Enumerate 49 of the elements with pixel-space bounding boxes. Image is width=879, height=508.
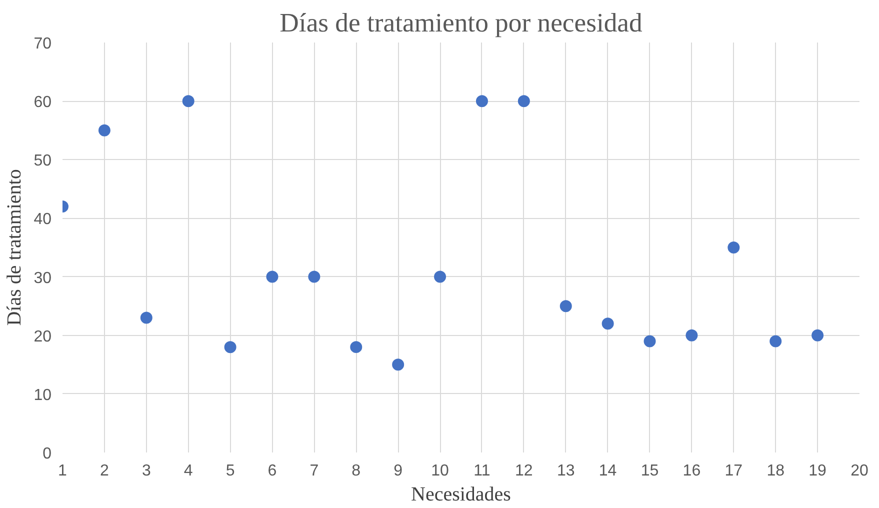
point <box>350 341 362 354</box>
chart-title: Días de tratamiento por necesidad <box>280 8 642 38</box>
x-tick-label: 8 <box>352 462 361 480</box>
y-tick-label: 10 <box>34 386 52 404</box>
x-tick-label: 18 <box>766 462 785 480</box>
y-tick-label: 30 <box>34 270 52 287</box>
y-axis-title: Días de tratamiento <box>4 169 26 326</box>
x-tick-label: 7 <box>310 462 319 480</box>
x-tick-label: 17 <box>724 462 743 480</box>
y-tick-label: 60 <box>34 94 52 112</box>
x-tick-label: 4 <box>184 462 193 480</box>
x-tick-label: 1 <box>58 462 68 480</box>
y-tick-label: 20 <box>34 328 52 346</box>
point <box>182 95 194 108</box>
point <box>308 270 320 283</box>
x-tick-label: 13 <box>556 462 575 480</box>
x-tick-label: 3 <box>142 462 151 480</box>
y-tick-label: 50 <box>34 152 52 170</box>
x-tick-label: 15 <box>640 462 659 480</box>
y-tick-label: 70 <box>34 36 52 52</box>
point <box>392 358 404 371</box>
x-tick-label: 20 <box>850 462 868 480</box>
x-axis-title: Necesidades <box>411 484 512 506</box>
point <box>602 318 614 330</box>
x-tick-label: 19 <box>808 462 827 480</box>
point <box>770 335 782 348</box>
x-tick-label: 16 <box>682 462 701 480</box>
point <box>812 329 824 342</box>
point <box>728 242 740 254</box>
point <box>518 95 530 108</box>
point <box>224 341 236 354</box>
point <box>98 124 110 136</box>
x-tick-label: 2 <box>100 462 109 480</box>
x-tick-label: 11 <box>474 462 490 480</box>
point <box>476 95 488 108</box>
x-tick-label: 12 <box>515 462 533 480</box>
y-tick-label: 0 <box>42 446 52 462</box>
point <box>644 335 656 348</box>
x-tick-label: 10 <box>431 462 450 480</box>
point <box>686 329 698 342</box>
x-tick-label: 6 <box>268 462 277 480</box>
x-tick-label: 14 <box>598 462 617 480</box>
x-tick-label: 5 <box>226 462 235 480</box>
y-tick-label: 40 <box>34 211 52 228</box>
point <box>266 270 278 283</box>
x-tick-label: 9 <box>394 462 403 480</box>
point <box>560 300 572 312</box>
point <box>434 270 446 283</box>
point <box>140 312 152 324</box>
